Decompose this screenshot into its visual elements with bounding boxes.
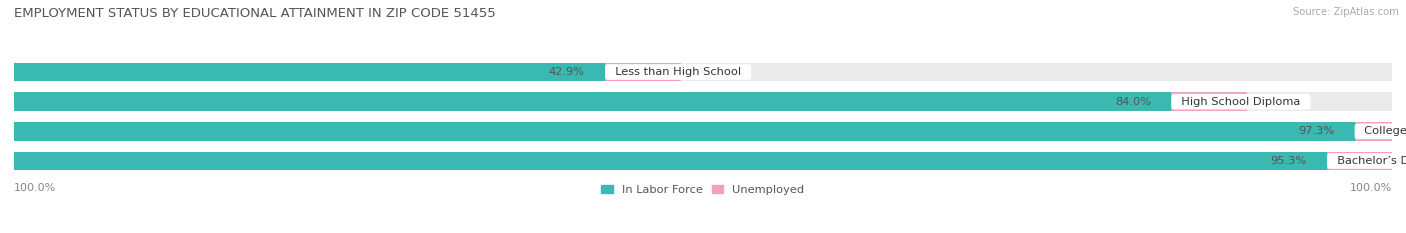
Bar — [14, 122, 1392, 140]
Bar — [1355, 122, 1406, 140]
Bar — [605, 63, 681, 81]
Text: High School Diploma: High School Diploma — [1174, 97, 1308, 107]
Text: 100.0%: 100.0% — [1350, 183, 1392, 193]
Bar — [1327, 152, 1403, 170]
Text: 84.0%: 84.0% — [1115, 97, 1152, 107]
Text: College / Associate Degree: College / Associate Degree — [1358, 126, 1406, 136]
Bar — [14, 152, 1392, 170]
Bar — [14, 63, 1392, 81]
Text: EMPLOYMENT STATUS BY EDUCATIONAL ATTAINMENT IN ZIP CODE 51455: EMPLOYMENT STATUS BY EDUCATIONAL ATTAINM… — [14, 7, 496, 20]
Bar — [1171, 93, 1247, 111]
Text: Source: ZipAtlas.com: Source: ZipAtlas.com — [1294, 7, 1399, 17]
Text: Less than High School: Less than High School — [607, 67, 748, 77]
Text: 97.3%: 97.3% — [1298, 126, 1334, 136]
Text: 100.0%: 100.0% — [14, 183, 56, 193]
Bar — [14, 93, 1392, 111]
Text: 0.0%: 0.0% — [1261, 97, 1289, 107]
Bar — [14, 122, 1355, 140]
Text: 42.9%: 42.9% — [548, 67, 585, 77]
Text: 0.0%: 0.0% — [695, 67, 724, 77]
Text: 95.3%: 95.3% — [1271, 156, 1306, 166]
Text: Bachelor’s Degree or higher: Bachelor’s Degree or higher — [1330, 156, 1406, 166]
Legend: In Labor Force, Unemployed: In Labor Force, Unemployed — [598, 180, 808, 199]
Bar — [14, 63, 605, 81]
Bar — [14, 152, 1327, 170]
Bar — [14, 93, 1171, 111]
